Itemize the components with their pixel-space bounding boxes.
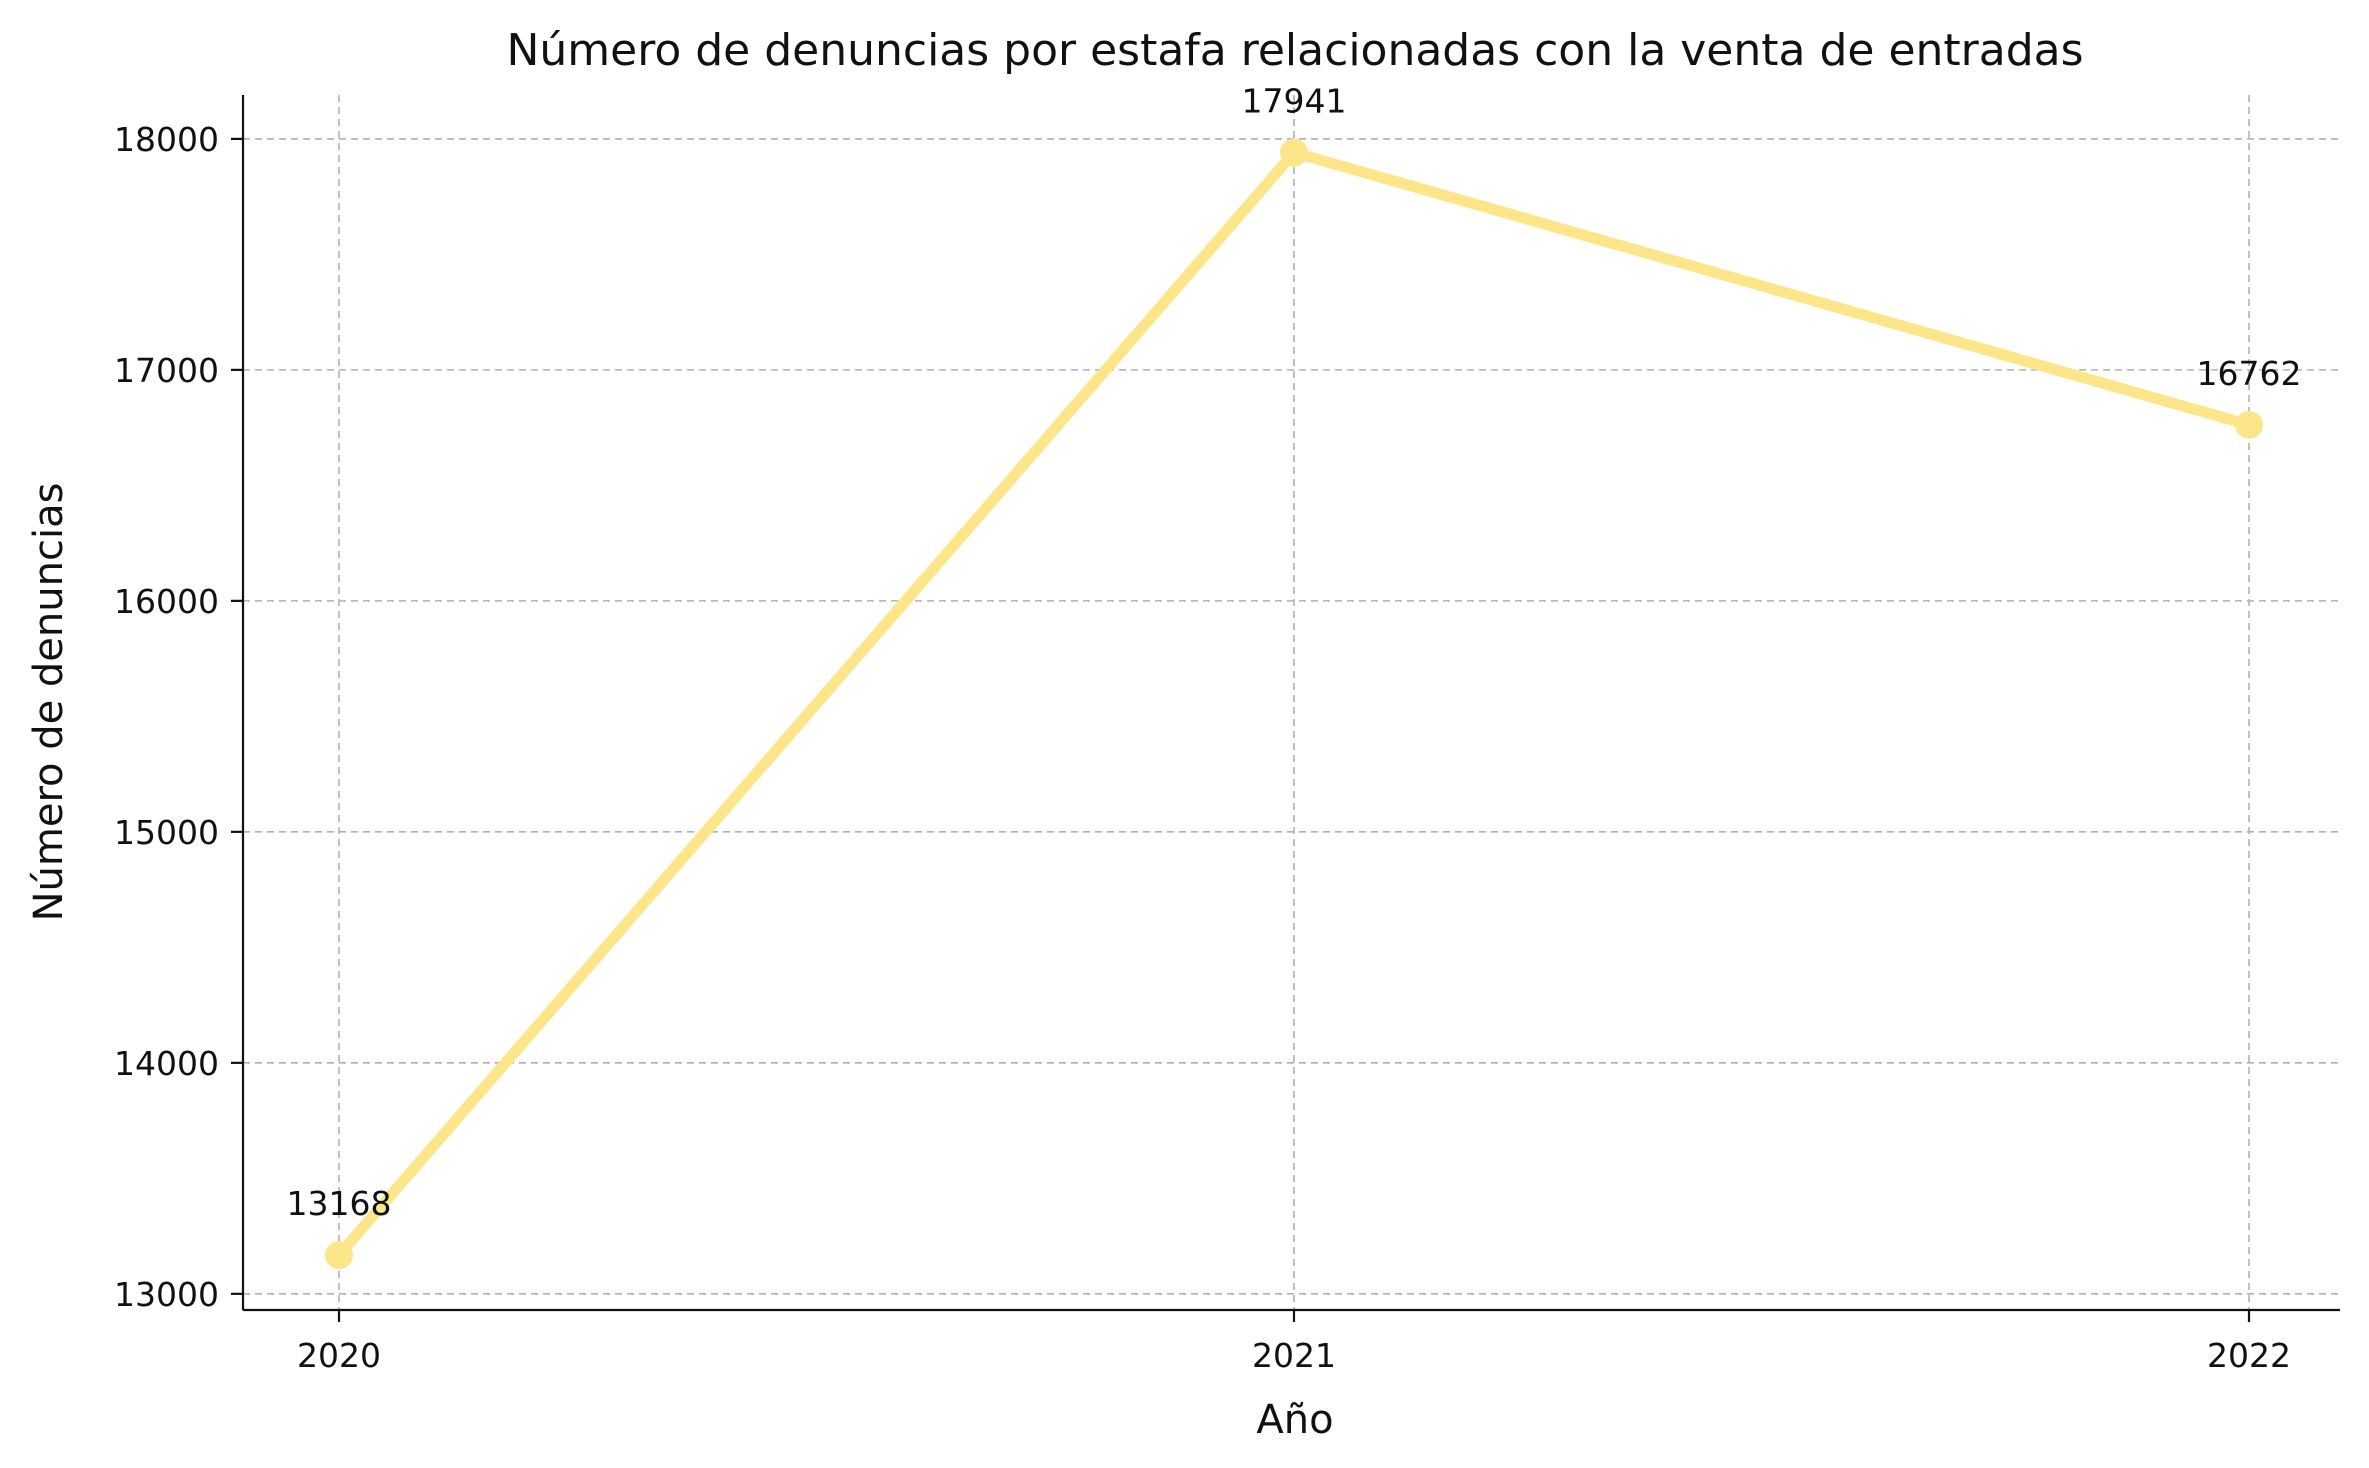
x-tick-label: 2020 bbox=[297, 1336, 381, 1375]
y-axis-label: Número de denuncias bbox=[26, 483, 72, 922]
y-tick-label: 16000 bbox=[114, 582, 219, 621]
y-tick-label: 18000 bbox=[114, 120, 219, 159]
data-point bbox=[2235, 410, 2263, 439]
data-point bbox=[1280, 138, 1308, 167]
data-labels: 13168 17941 16762 bbox=[287, 82, 2302, 1224]
x-tick-label: 2021 bbox=[1252, 1336, 1336, 1375]
axes bbox=[241, 95, 2340, 1312]
y-tick-label: 15000 bbox=[114, 813, 219, 852]
chart-title: Número de denuncias por estafa relaciona… bbox=[506, 25, 2083, 76]
x-axis-label: Año bbox=[1256, 1397, 1333, 1443]
data-point bbox=[325, 1241, 353, 1270]
data-label: 13168 bbox=[287, 1184, 392, 1223]
grid bbox=[243, 95, 2340, 1310]
y-tick-label: 13000 bbox=[114, 1275, 219, 1314]
y-tick-label: 17000 bbox=[114, 351, 219, 390]
data-label: 16762 bbox=[2197, 354, 2302, 393]
series bbox=[325, 138, 2263, 1270]
y-tick-label: 14000 bbox=[114, 1044, 219, 1083]
x-tick-label: 2022 bbox=[2207, 1336, 2291, 1375]
data-label: 17941 bbox=[1242, 82, 1347, 121]
ticks: 13000 14000 15000 16000 17000 18000 2020 2021 20… bbox=[114, 120, 2291, 1375]
